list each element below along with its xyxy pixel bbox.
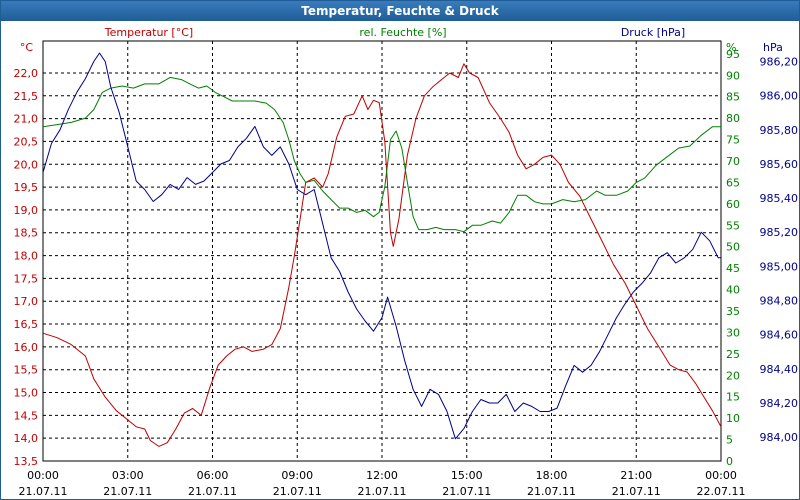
humidity-tick-label: 60 — [726, 198, 740, 211]
humidity-unit: % — [726, 41, 736, 54]
pressure-tick-label: 984,00 — [760, 431, 799, 444]
x-tick-time: 03:00 — [112, 469, 144, 482]
humidity-tick-label: 75 — [726, 134, 740, 147]
humidity-tick-label: 55 — [726, 219, 740, 232]
humidity-tick-label: 35 — [726, 305, 740, 318]
humidity-tick-label: 25 — [726, 348, 740, 361]
x-tick-date: 21.07.11 — [103, 485, 152, 498]
temperature-tick-label: 21,5 — [14, 90, 39, 103]
x-tick-date: 21.07.11 — [188, 485, 237, 498]
temperature-tick-label: 14,0 — [14, 432, 39, 445]
pressure-tick-label: 984,60 — [760, 329, 799, 342]
temperature-tick-label: 19,0 — [14, 204, 39, 217]
temperature-tick-label: 13,5 — [14, 455, 39, 468]
temperature-tick-label: 15,5 — [14, 364, 39, 377]
pressure-tick-label: 985,80 — [760, 124, 799, 137]
humidity-tick-label: 45 — [726, 262, 740, 275]
x-tick-time: 00:00 — [27, 469, 59, 482]
x-tick-time: 18:00 — [536, 469, 568, 482]
temperature-tick-label: 21,0 — [14, 113, 39, 126]
humidity-tick-label: 20 — [726, 369, 740, 382]
pressure-tick-label: 986,00 — [760, 90, 799, 103]
temperature-unit: °C — [20, 41, 34, 54]
x-tick-date: 21.07.11 — [612, 485, 661, 498]
x-tick-time: 15:00 — [451, 469, 483, 482]
pressure-tick-label: 984,40 — [760, 363, 799, 376]
humidity-tick-label: 40 — [726, 284, 740, 297]
humidity-tick-label: 65 — [726, 176, 740, 189]
temperature-tick-label: 17,5 — [14, 272, 39, 285]
axes: 00:00 21.07.11 03:00 21.07.11 06:00 21.07.11 0… — [14, 26, 799, 498]
pressure-tick-label: 984,80 — [760, 295, 799, 308]
humidity-line — [42, 76, 721, 233]
pressure-tick-label: 985,20 — [760, 226, 799, 239]
pressure-axis-label: Druck [hPa] — [621, 26, 685, 39]
humidity-tick-label: 10 — [726, 412, 740, 425]
x-tick-date: 21.07.11 — [527, 485, 576, 498]
x-tick-time: 21:00 — [620, 469, 652, 482]
temperature-tick-label: 18,0 — [14, 250, 39, 263]
temperature-axis-label: Temperatur [°C] — [104, 26, 193, 39]
chart-title: Temperatur, Feuchte & Druck — [1, 1, 799, 21]
series-lines — [42, 52, 722, 447]
humidity-tick-label: 95 — [726, 48, 740, 61]
humidity-tick-label: 5 — [726, 434, 733, 447]
pressure-tick-label: 985,60 — [760, 158, 799, 171]
humidity-tick-label: 50 — [726, 241, 740, 254]
x-tick-date: 21.07.11 — [442, 485, 491, 498]
pressure-tick-label: 985,00 — [760, 260, 799, 273]
pressure-unit: hPa — [763, 41, 783, 54]
temperature-tick-label: 20,5 — [14, 135, 39, 148]
humidity-tick-label: 70 — [726, 155, 740, 168]
temperature-tick-label: 14,5 — [14, 409, 39, 422]
x-tick-date: 21.07.11 — [19, 485, 68, 498]
humidity-tick-label: 30 — [726, 326, 740, 339]
humidity-tick-label: 80 — [726, 112, 740, 125]
x-tick-time: 12:00 — [366, 469, 398, 482]
x-tick-date: 21.07.11 — [273, 485, 322, 498]
temperature-tick-label: 16,5 — [14, 318, 39, 331]
temperature-line — [42, 63, 722, 447]
temperature-tick-label: 18,5 — [14, 227, 39, 240]
humidity-tick-label: 0 — [726, 455, 733, 468]
temperature-tick-label: 20,0 — [14, 158, 39, 171]
temperature-tick-label: 16,0 — [14, 341, 39, 354]
humidity-tick-label: 90 — [726, 69, 740, 82]
pressure-tick-label: 986,20 — [760, 55, 799, 68]
pressure-line — [42, 52, 721, 440]
pressure-tick-label: 984,20 — [760, 397, 799, 410]
temperature-tick-label: 19,5 — [14, 181, 39, 194]
x-tick-time: 06:00 — [197, 469, 229, 482]
humidity-tick-label: 15 — [726, 391, 740, 404]
temperature-tick-label: 15,0 — [14, 387, 39, 400]
temperature-tick-label: 17,0 — [14, 295, 39, 308]
pressure-tick-label: 985,40 — [760, 192, 799, 205]
x-tick-time: 00:00 — [705, 469, 737, 482]
humidity-axis-label: rel. Feuchte [%] — [359, 26, 446, 39]
x-tick-time: 09:00 — [281, 469, 313, 482]
humidity-tick-label: 85 — [726, 91, 740, 104]
temperature-tick-label: 22,0 — [14, 67, 39, 80]
x-tick-date: 22.07.11 — [697, 485, 746, 498]
x-tick-date: 21.07.11 — [358, 485, 407, 498]
